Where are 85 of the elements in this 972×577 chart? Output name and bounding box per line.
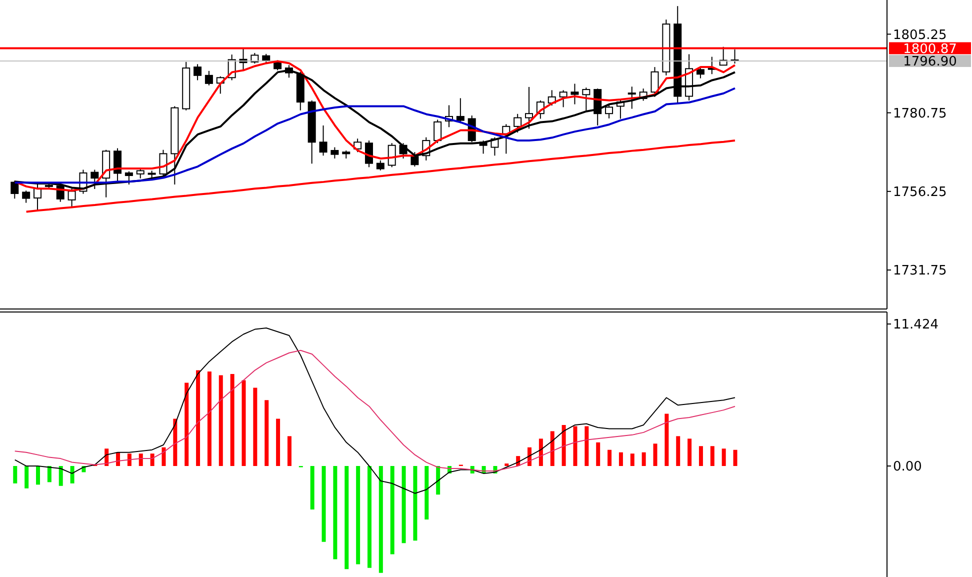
bar (436, 466, 440, 495)
candlestick (159, 149, 168, 178)
candlestick (410, 152, 419, 168)
candlestick (605, 104, 614, 119)
y-tick-label: 1756.25 (893, 185, 947, 200)
bar (13, 466, 18, 484)
candlestick (114, 148, 122, 183)
bar (70, 466, 74, 484)
candlestick (364, 140, 373, 168)
y-tick-label: 11.424 (893, 318, 938, 333)
bar (710, 446, 714, 466)
candlestick (354, 138, 362, 153)
candlestick (434, 119, 442, 144)
candlestick (696, 67, 704, 79)
candlestick (204, 70, 213, 86)
bar (344, 466, 349, 570)
candlestick (124, 170, 133, 185)
candlestick (525, 86, 534, 130)
bar (688, 438, 692, 466)
bar (424, 466, 429, 520)
bar (173, 418, 178, 466)
bar (608, 450, 612, 466)
y-tick-label: 0.00 (893, 460, 922, 475)
bar (162, 447, 166, 466)
bar (550, 431, 554, 466)
bar (653, 444, 658, 466)
bar (367, 466, 372, 568)
bar (218, 375, 223, 466)
bar (664, 414, 669, 466)
candlestick (514, 113, 522, 134)
bar (402, 466, 406, 544)
bar (333, 466, 338, 560)
candlestick (22, 190, 30, 204)
bar (596, 442, 600, 466)
bar (253, 388, 258, 466)
line-series (14, 350, 736, 472)
bar (630, 454, 634, 466)
bar (538, 438, 543, 466)
bar (722, 448, 726, 466)
bar (184, 382, 189, 466)
candlestick (136, 168, 144, 179)
bar (196, 370, 200, 466)
y-tick-label: 1805.25 (893, 28, 947, 43)
bar (390, 466, 394, 554)
bar (413, 466, 418, 541)
candlestick (628, 86, 636, 110)
candlestick (376, 160, 384, 171)
candlestick (319, 124, 328, 156)
bar (356, 466, 360, 564)
candlestick (582, 87, 590, 111)
bar (733, 450, 738, 466)
line-series (25, 140, 736, 213)
bar (562, 424, 566, 466)
bar (36, 466, 40, 485)
bar (264, 400, 269, 466)
bar (584, 426, 589, 466)
candlestick (330, 146, 339, 160)
bar (378, 466, 383, 573)
bar (504, 464, 509, 466)
line-series (14, 328, 736, 494)
y-tick-label: 1731.75 (893, 264, 947, 279)
bar (58, 466, 63, 486)
bar (276, 418, 280, 466)
bar (47, 466, 52, 482)
candlestick (559, 90, 568, 108)
bar (207, 372, 212, 466)
bar (230, 374, 234, 466)
bar (698, 446, 703, 466)
ref-line-label: 1796.90 (903, 54, 957, 70)
bar (138, 454, 143, 466)
candlestick (570, 83, 579, 105)
bar (322, 466, 326, 542)
bar (287, 436, 292, 466)
bar (642, 452, 646, 466)
candlestick (194, 64, 202, 81)
ref-line-label: 1800.87 (903, 42, 957, 57)
bar (618, 452, 623, 466)
bar (127, 454, 132, 466)
bar (242, 380, 246, 466)
bar (24, 466, 29, 488)
bar (573, 426, 578, 466)
bar (310, 466, 314, 510)
bar (150, 454, 154, 466)
y-tick-label: 1780.75 (893, 106, 947, 122)
bar (676, 436, 680, 466)
